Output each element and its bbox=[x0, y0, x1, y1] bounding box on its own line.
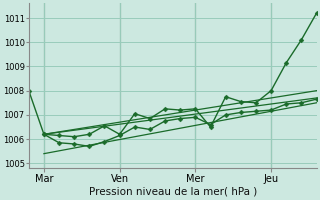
X-axis label: Pression niveau de la mer( hPa ): Pression niveau de la mer( hPa ) bbox=[89, 187, 257, 197]
